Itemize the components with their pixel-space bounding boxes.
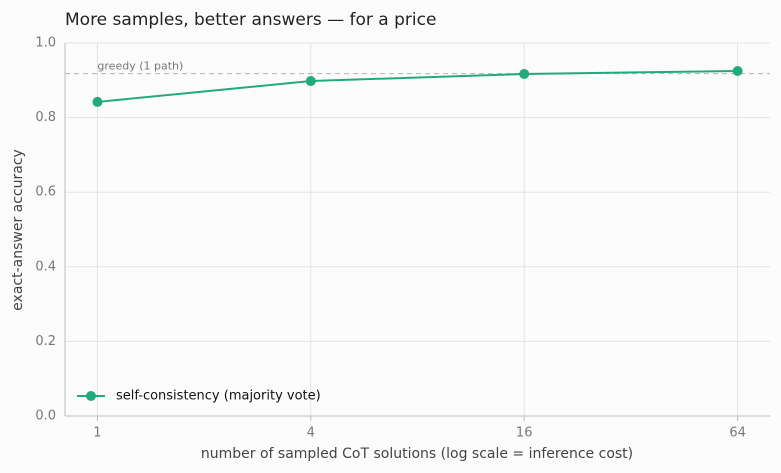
series-line: [97, 69, 738, 103]
x-axis-label: number of sampled CoT solutions (log sca…: [201, 446, 633, 462]
y-tick-label: 0.6: [35, 185, 56, 200]
data-point: [519, 68, 530, 79]
data-point: [305, 76, 316, 87]
data-point: [92, 96, 103, 107]
x-tick-label: 16: [516, 426, 533, 441]
data-point: [732, 65, 743, 76]
y-axis-label: exact-answer accuracy: [10, 149, 26, 311]
y-tick-label: 1.0: [35, 36, 56, 51]
x-tick-label: 1: [93, 426, 101, 441]
legend-marker: [86, 391, 96, 401]
y-tick-label: 0.2: [35, 334, 56, 349]
legend-label: self-consistency (majority vote): [116, 389, 321, 404]
reference-label: greedy (1 path): [97, 60, 183, 73]
x-tick-label: 64: [729, 426, 746, 441]
y-tick-label: 0.4: [35, 259, 56, 274]
chart-title: More samples, better answers — for a pri…: [65, 10, 436, 30]
x-tick-label: 4: [307, 426, 315, 441]
y-tick-label: 0.8: [35, 110, 56, 125]
y-tick-label: 0.0: [35, 409, 56, 424]
